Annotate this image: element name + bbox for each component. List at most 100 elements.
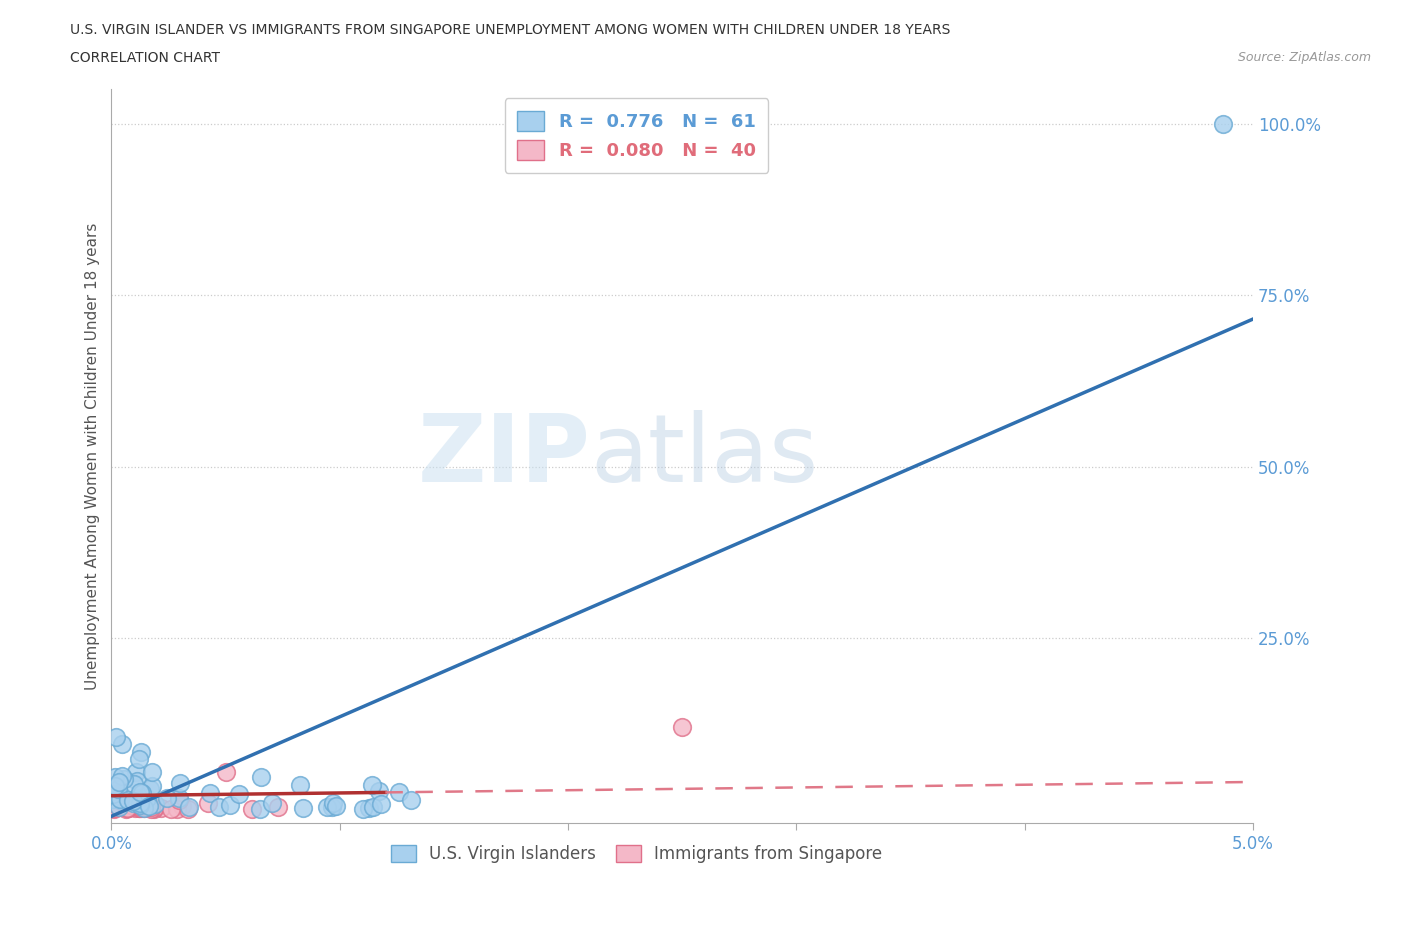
Point: [128, 801, 150, 816]
Point: [321, 800, 343, 815]
Point: [105, 799, 128, 814]
Point: [104, 778, 127, 793]
Point: [125, 765, 148, 780]
Text: Source: ZipAtlas.com: Source: ZipAtlas.com: [1237, 51, 1371, 64]
Point: [249, 769, 271, 784]
Point: [134, 800, 156, 815]
Point: [129, 785, 152, 800]
Point: [131, 785, 153, 800]
Point: [292, 801, 315, 816]
Point: [139, 782, 162, 797]
Point: [103, 802, 125, 817]
Point: [177, 800, 200, 815]
Point: [240, 802, 263, 817]
Point: [125, 791, 148, 806]
Point: [107, 799, 129, 814]
Point: [128, 799, 150, 814]
Point: [360, 777, 382, 792]
Point: [200, 786, 222, 801]
Point: [122, 777, 145, 791]
Point: [141, 802, 163, 817]
Point: [124, 794, 146, 809]
Point: [122, 794, 145, 809]
Point: [104, 770, 127, 785]
Point: [131, 744, 153, 759]
Point: [118, 797, 141, 812]
Point: [108, 775, 131, 790]
Point: [101, 800, 124, 815]
Point: [120, 798, 142, 813]
Point: [260, 795, 283, 810]
Point: [112, 795, 135, 810]
Point: [671, 720, 693, 735]
Point: [122, 795, 145, 810]
Text: atlas: atlas: [591, 410, 820, 502]
Point: [117, 792, 139, 807]
Point: [177, 802, 200, 817]
Point: [325, 799, 347, 814]
Point: [128, 751, 150, 766]
Point: [219, 798, 242, 813]
Point: [357, 801, 380, 816]
Y-axis label: Unemployment Among Women with Children Under 18 years: Unemployment Among Women with Children U…: [86, 222, 100, 690]
Point: [114, 802, 136, 817]
Point: [316, 800, 339, 815]
Point: [117, 801, 139, 816]
Point: [370, 796, 392, 811]
Point: [170, 799, 193, 814]
Point: [103, 801, 125, 816]
Point: [142, 800, 165, 815]
Text: CORRELATION CHART: CORRELATION CHART: [70, 51, 221, 65]
Point: [214, 764, 236, 779]
Point: [322, 796, 344, 811]
Point: [388, 784, 411, 799]
Point: [249, 802, 271, 817]
Point: [117, 801, 139, 816]
Point: [124, 801, 146, 816]
Point: [128, 801, 150, 816]
Point: [143, 796, 166, 811]
Point: [228, 786, 250, 801]
Text: U.S. VIRGIN ISLANDER VS IMMIGRANTS FROM SINGAPORE UNEMPLOYMENT AMONG WOMEN WITH : U.S. VIRGIN ISLANDER VS IMMIGRANTS FROM …: [70, 23, 950, 37]
Point: [138, 799, 160, 814]
Point: [136, 790, 159, 805]
Point: [108, 792, 131, 807]
Point: [290, 777, 312, 792]
Point: [266, 800, 288, 815]
Point: [159, 802, 181, 817]
Point: [141, 764, 163, 779]
Point: [197, 795, 219, 810]
Legend: U.S. Virgin Islanders, Immigrants from Singapore: U.S. Virgin Islanders, Immigrants from S…: [384, 838, 889, 870]
Point: [167, 793, 190, 808]
Point: [111, 737, 134, 751]
Point: [108, 792, 131, 807]
Point: [103, 801, 125, 816]
Point: [115, 795, 138, 810]
Point: [108, 791, 131, 806]
Point: [141, 778, 163, 793]
Point: [363, 800, 385, 815]
Point: [136, 800, 159, 815]
Point: [352, 802, 374, 817]
Point: [103, 789, 125, 804]
Point: [108, 788, 131, 803]
Point: [166, 802, 188, 817]
Point: [112, 771, 135, 786]
Text: ZIP: ZIP: [418, 410, 591, 502]
Point: [143, 802, 166, 817]
Point: [367, 784, 389, 799]
Point: [115, 800, 138, 815]
Point: [129, 795, 152, 810]
Point: [141, 799, 163, 814]
Point: [149, 801, 172, 816]
Point: [108, 798, 131, 813]
Point: [101, 791, 124, 806]
Point: [169, 790, 191, 805]
Point: [111, 769, 134, 784]
Point: [107, 781, 129, 796]
Point: [169, 776, 191, 790]
Point: [1212, 116, 1234, 131]
Point: [108, 799, 131, 814]
Point: [134, 801, 156, 816]
Point: [129, 801, 152, 816]
